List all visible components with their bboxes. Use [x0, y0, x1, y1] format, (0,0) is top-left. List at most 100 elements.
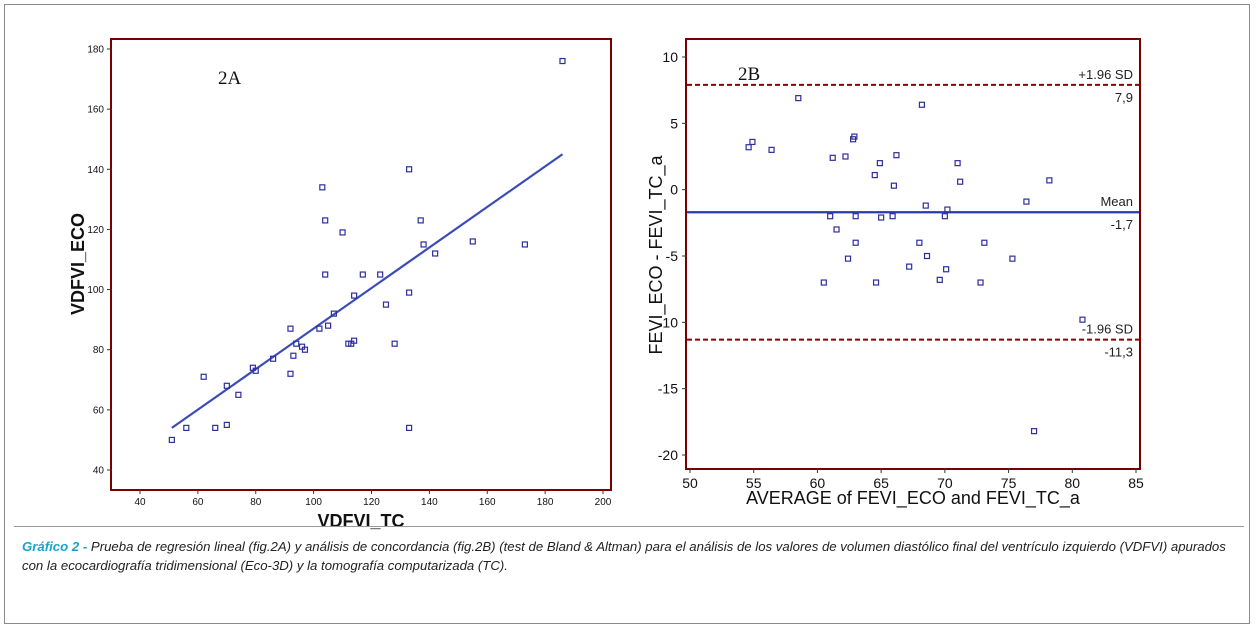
data-point — [871, 171, 878, 179]
x-tick-label: 55 — [746, 475, 762, 491]
x-tick-label: 60 — [810, 475, 826, 491]
reference-line-name: Mean — [1100, 194, 1133, 209]
x-tick-label: 85 — [1128, 475, 1144, 491]
data-point — [293, 340, 300, 347]
reference-line-value: -11,3 — [1104, 345, 1133, 360]
chart-2b-plot-area — [685, 38, 1141, 470]
regression-line — [171, 153, 564, 429]
x-tick-label: 160 — [479, 497, 496, 508]
data-point — [842, 153, 849, 160]
data-point — [829, 154, 836, 161]
data-point — [287, 325, 294, 332]
x-tick-label: 120 — [363, 497, 380, 508]
y-tick-label: 5 — [670, 115, 678, 131]
data-point — [923, 252, 931, 260]
data-point — [270, 355, 277, 362]
y-tick-label: 100 — [87, 285, 104, 296]
data-point — [432, 250, 439, 257]
data-point — [954, 160, 961, 167]
y-tick-label: -10 — [658, 314, 678, 330]
data-point — [852, 213, 859, 220]
data-point — [359, 271, 366, 278]
data-point — [406, 424, 413, 431]
data-point — [827, 213, 834, 220]
data-point — [377, 271, 384, 278]
data-point — [469, 238, 476, 245]
data-point — [417, 217, 424, 224]
data-point — [339, 229, 346, 236]
y-tick-label: 120 — [87, 225, 104, 236]
x-tick-label: 75 — [1001, 475, 1017, 491]
data-point — [212, 424, 219, 431]
data-point — [981, 239, 988, 246]
reference-line-value: 7,9 — [1115, 90, 1133, 105]
data-point — [559, 57, 566, 65]
x-tick-label: 50 — [682, 475, 698, 491]
x-tick-label: 80 — [250, 497, 262, 508]
data-point — [1046, 177, 1053, 184]
data-point — [957, 178, 964, 185]
data-point — [820, 279, 827, 286]
y-axis-label: FEVI_ECO - FEVI_TC_a — [646, 154, 667, 354]
y-tick-label: 160 — [87, 105, 104, 116]
y-tick-label: -5 — [666, 248, 679, 264]
y-tick-label: 140 — [87, 165, 104, 176]
data-point — [223, 421, 230, 428]
data-point — [749, 138, 756, 146]
y-tick-label: 60 — [93, 405, 105, 416]
data-point — [941, 213, 948, 220]
data-point — [977, 279, 984, 286]
data-point — [168, 436, 175, 444]
data-point — [944, 206, 951, 213]
data-point — [183, 424, 190, 431]
data-point — [322, 217, 329, 224]
data-point — [382, 301, 390, 308]
x-tick-label: 70 — [937, 475, 953, 491]
data-point — [916, 239, 923, 246]
reference-line-name: +1.96 SD — [1078, 67, 1133, 82]
x-tick-label: 80 — [1064, 475, 1080, 491]
data-point — [223, 382, 230, 389]
y-tick-label: 80 — [93, 345, 105, 356]
data-point — [844, 255, 852, 262]
data-point — [351, 337, 358, 344]
data-point — [918, 101, 926, 108]
data-point — [351, 292, 358, 299]
data-point — [319, 184, 326, 191]
data-point — [1009, 255, 1016, 262]
data-point — [1023, 198, 1030, 205]
data-point — [322, 271, 329, 278]
chart-2a-plot-area — [110, 38, 612, 491]
data-point — [391, 340, 398, 347]
y-tick-label: 180 — [87, 45, 104, 56]
figure-caption: Gráfico 2 - Prueba de regresión lineal (… — [22, 537, 1237, 575]
data-point — [922, 202, 929, 209]
data-point — [287, 370, 294, 377]
caption-text: Prueba de regresión lineal (fig.2A) y an… — [22, 539, 1226, 573]
data-point — [936, 276, 943, 283]
y-tick-label: 40 — [93, 466, 105, 477]
x-tick-label: 140 — [421, 497, 438, 508]
data-point — [521, 241, 528, 248]
y-tick-label: -15 — [658, 381, 678, 397]
data-point — [906, 263, 913, 270]
data-point — [745, 144, 752, 151]
data-point — [290, 352, 297, 359]
data-point — [406, 166, 413, 173]
data-point — [852, 239, 859, 246]
x-tick-label: 180 — [537, 497, 554, 508]
data-point — [878, 214, 885, 221]
x-tick-label: 65 — [873, 475, 889, 491]
data-point — [872, 279, 880, 286]
y-tick-label: 0 — [670, 182, 678, 198]
y-axis-label: VDFVI_ECO — [68, 213, 88, 315]
data-point — [252, 367, 259, 374]
caption-label: Gráfico 2 - — [22, 539, 88, 554]
data-point — [889, 213, 896, 220]
panel-label: 2B — [738, 64, 760, 85]
data-point — [200, 373, 207, 380]
reference-line-value: -1,7 — [1111, 217, 1133, 232]
data-point — [890, 182, 897, 189]
x-tick-label: 40 — [134, 497, 146, 508]
